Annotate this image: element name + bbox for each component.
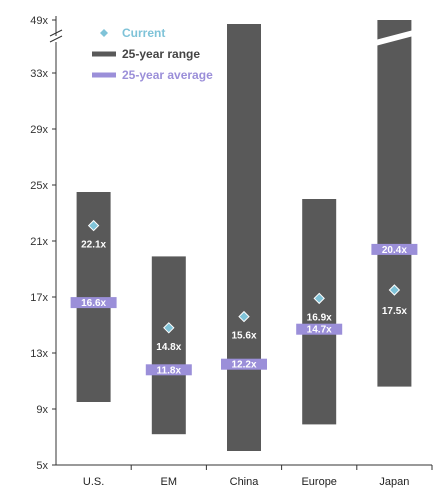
average-value-label: 11.8x: [157, 365, 182, 376]
legend-label: 25-year range: [122, 47, 200, 61]
legend-current-swatch: [100, 29, 108, 37]
average-value-label: 14.7x: [307, 325, 332, 336]
current-value-label: 14.8x: [156, 342, 181, 353]
current-value-label: 17.5x: [382, 306, 407, 317]
legend-label: 25-year average: [122, 68, 213, 82]
average-marker: [70, 297, 117, 309]
y-axis-break-mark: [49, 29, 63, 37]
y-tick-label: 13x: [30, 348, 48, 360]
average-marker: [221, 358, 267, 370]
legend-label: Current: [122, 26, 165, 40]
x-category-label: Europe: [301, 476, 336, 488]
x-category-label: U.S.: [83, 476, 104, 488]
y-tick-label: 29x: [30, 124, 48, 136]
average-value-label: 12.2x: [231, 360, 256, 371]
current-value-label: 15.6x: [231, 331, 256, 342]
y-tick-label: 21x: [30, 236, 48, 248]
y-tick-label: 25x: [30, 180, 48, 192]
range-bar: [151, 256, 186, 435]
y-tick-label: 17x: [30, 292, 48, 304]
range-bar-break-mark: [375, 30, 414, 46]
y-tick-label: 33x: [30, 68, 48, 80]
y-tick-label: 49x: [30, 15, 48, 27]
average-marker: [371, 243, 418, 255]
current-value-label: 16.9x: [307, 312, 332, 323]
current-value-label: 22.1x: [81, 240, 106, 251]
current-diamond: [87, 219, 100, 232]
range-bar: [302, 199, 337, 425]
x-category-label: EM: [161, 476, 178, 488]
y-axis-break-mark: [49, 35, 63, 43]
y-tick-label: 9x: [36, 404, 48, 416]
current-diamond: [238, 310, 250, 323]
current-diamond: [313, 292, 325, 305]
x-category-label: China: [230, 476, 260, 488]
average-marker: [296, 323, 343, 335]
range-bar: [227, 24, 261, 451]
legend-range-swatch: [92, 51, 116, 57]
y-tick-label: 5x: [36, 460, 48, 472]
legend-average-swatch: [92, 72, 116, 78]
current-diamond: [388, 284, 401, 296]
x-category-label: Japan: [379, 476, 409, 488]
average-value-label: 16.6x: [81, 298, 106, 309]
current-diamond: [163, 322, 175, 334]
average-marker: [145, 364, 192, 376]
average-value-label: 20.4x: [382, 245, 407, 256]
range-bar: [377, 20, 412, 387]
